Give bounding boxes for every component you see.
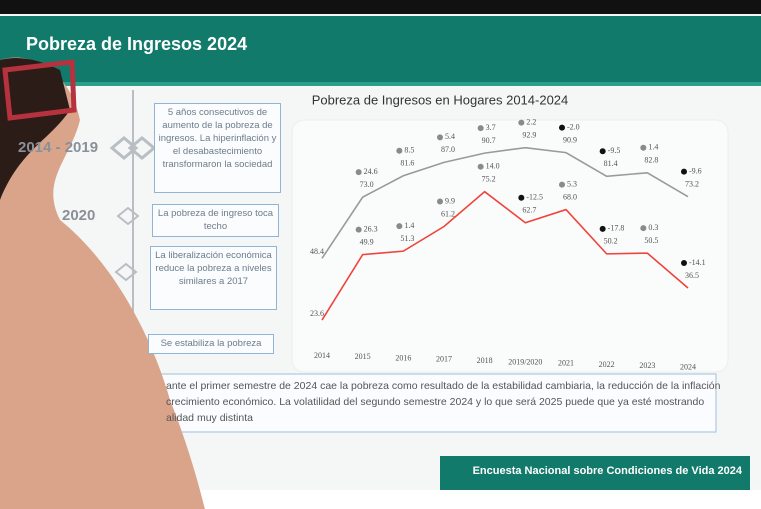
timeline-marker: [116, 206, 140, 226]
x-tick-label: 2022: [599, 360, 615, 369]
value-label: 82.8: [644, 156, 658, 165]
change-dot: [437, 198, 443, 205]
change-label: -2.0: [567, 122, 580, 131]
change-label: 14.0: [486, 162, 500, 171]
change-dot: [396, 147, 403, 154]
value-label: 90.9: [563, 135, 577, 144]
x-tick-label: 2024: [680, 363, 696, 372]
change-dot: [477, 125, 484, 132]
value-label: 92.9: [522, 130, 536, 139]
change-dot: [518, 119, 525, 126]
value-label: 50.2: [604, 237, 618, 246]
x-tick-label: 2017: [436, 355, 452, 364]
change-dot: [355, 226, 362, 233]
chart: 2014 2015 2016 2017 2018 2019/2020 2021 2022 202…: [310, 117, 706, 371]
timeline-box: La pobreza de ingreso toca techo: [152, 204, 279, 237]
change-dot: [599, 225, 606, 232]
change-label: -9.6: [689, 166, 702, 175]
change-label: 2.2: [526, 117, 536, 126]
note: ante el primer semestre de 2024 cae la p…: [166, 378, 721, 426]
timeline-label: 2020: [62, 207, 96, 224]
change-label: 1.4: [404, 221, 414, 230]
footer-band: [440, 456, 750, 490]
chart-title: Pobreza de Ingresos en Hogares 2014-2024: [312, 92, 569, 107]
note-box: [159, 373, 717, 433]
value-label: 90.7: [482, 136, 496, 145]
change-dot: [559, 124, 565, 131]
change-label: 5.4: [445, 132, 455, 141]
value-label: 81.4: [604, 159, 618, 168]
change-dot: [681, 168, 687, 175]
value-label: 68.0: [563, 192, 577, 201]
header-band: [0, 16, 761, 84]
timeline-box: Se estabiliza la pobreza: [148, 334, 274, 354]
value-label: 62.7: [522, 206, 536, 215]
change-dot: [599, 148, 606, 155]
change-dot: [640, 144, 647, 151]
change-dot: [477, 163, 484, 170]
x-tick-label: 2018: [477, 356, 493, 365]
x-tick-label: 2015: [355, 352, 371, 361]
value-label: 73.0: [360, 180, 374, 189]
person: [0, 57, 205, 509]
value-label: 73.2: [685, 179, 699, 188]
header-stripe: [0, 82, 761, 86]
change-dot: [681, 259, 687, 266]
footer-text: Encuesta Nacional sobre Condiciones de V…: [472, 465, 742, 477]
value-label: 81.6: [400, 159, 414, 168]
change-dot: [396, 223, 403, 230]
value-label: 50.5: [644, 236, 658, 245]
x-tick-label: 2016: [395, 353, 411, 362]
x-tick-label: 2019/2020: [508, 357, 542, 366]
change-label: -14.1: [689, 258, 706, 267]
change-label: -9.5: [608, 146, 621, 155]
value-label: 75.2: [482, 175, 496, 184]
person-glasses: [2, 59, 77, 121]
change-label: 3.7: [486, 123, 496, 132]
series-line: [321, 146, 689, 259]
slide-title: Pobreza de Ingresos 2024: [26, 34, 248, 54]
change-label: 0.3: [648, 223, 658, 232]
value-label: 36.5: [685, 271, 699, 280]
person-hair: [0, 58, 70, 200]
value-label: 49.9: [360, 237, 374, 246]
change-dot: [559, 181, 565, 188]
timeline-box: La liberalización económica reduce la po…: [150, 246, 277, 310]
change-label: 1.4: [648, 143, 658, 152]
change-label: -17.8: [608, 224, 625, 233]
frame: [0, 0, 761, 14]
value-label: 87.0: [441, 145, 455, 154]
value-label: 23.6: [310, 309, 324, 318]
change-label: 9.9: [445, 196, 455, 205]
x-tick-label: 2014: [314, 351, 330, 360]
change-label: 26.3: [364, 224, 378, 233]
change-dot: [518, 194, 525, 201]
plot-area: [291, 119, 729, 373]
change-dot: [640, 225, 647, 232]
timeline-box: 5 años consecutivos de aumento de la pob…: [154, 103, 281, 193]
x-tick-label: 2021: [558, 359, 574, 368]
change-dot: [355, 169, 362, 176]
note-line: ante el primer semestre de 2024 cae la p…: [166, 380, 721, 392]
change-dot: [437, 134, 443, 141]
value-label: 48.4: [310, 247, 324, 256]
change-label: 8.5: [404, 146, 414, 155]
series-line: [321, 190, 689, 321]
change-label: 24.6: [364, 167, 378, 176]
note-line: crecimiento económico. La volatilidad de…: [166, 396, 705, 408]
timeline-label: 2014 - 2019: [18, 139, 99, 156]
change-label: -12.5: [526, 193, 543, 202]
value-label: 61.2: [441, 209, 455, 218]
value-label: 51.3: [400, 234, 414, 243]
timeline-marker: [114, 262, 138, 282]
change-label: 5.3: [567, 179, 577, 188]
x-tick-label: 2023: [639, 361, 655, 370]
note-line: alidad muy distinta: [166, 412, 253, 424]
